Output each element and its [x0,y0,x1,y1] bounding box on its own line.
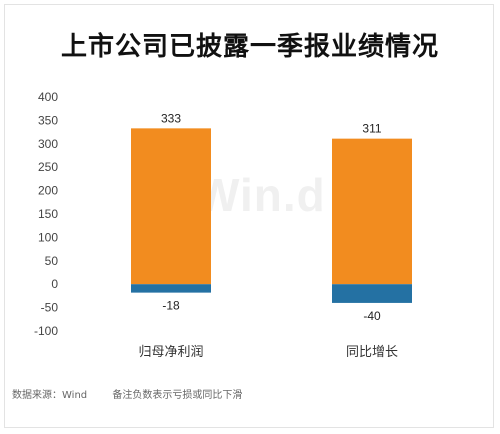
chart-title: 上市公司已披露一季报业绩情况 [60,32,439,62]
data-label: -18 [162,299,180,313]
bar-positive-2 [332,138,412,285]
chart-frame [4,4,494,428]
y-tick-label: 50 [45,254,59,268]
y-tick-label: 400 [38,90,58,104]
source-text: 数据来源：Wind [12,390,88,401]
x-category-label: 归母净利润 [138,345,203,360]
data-label: -40 [363,309,381,323]
data-label: 333 [161,111,181,125]
y-tick-label: 150 [38,207,58,221]
note-text: 备注负数表示亏损或同比下滑 [112,390,243,401]
y-tick-label: 350 [38,113,58,127]
data-label: 311 [362,122,381,136]
watermark: Win.d [196,169,326,221]
footer-source: 数据来源：Wind 备注负数表示亏损或同比下滑 [12,386,242,401]
y-tick-label: 250 [38,160,58,174]
bar-negative-2 [332,284,412,303]
y-tick-label: 0 [51,277,58,291]
y-tick-label: -50 [41,301,59,315]
y-tick-label: 100 [38,230,58,244]
bar-positive-1 [131,128,211,285]
x-category-label: 同比增长 [346,345,398,360]
bar-negative-1 [131,284,211,293]
y-tick-label: 200 [38,184,58,198]
y-tick-label: -100 [34,324,58,338]
y-tick-label: 300 [38,137,58,151]
